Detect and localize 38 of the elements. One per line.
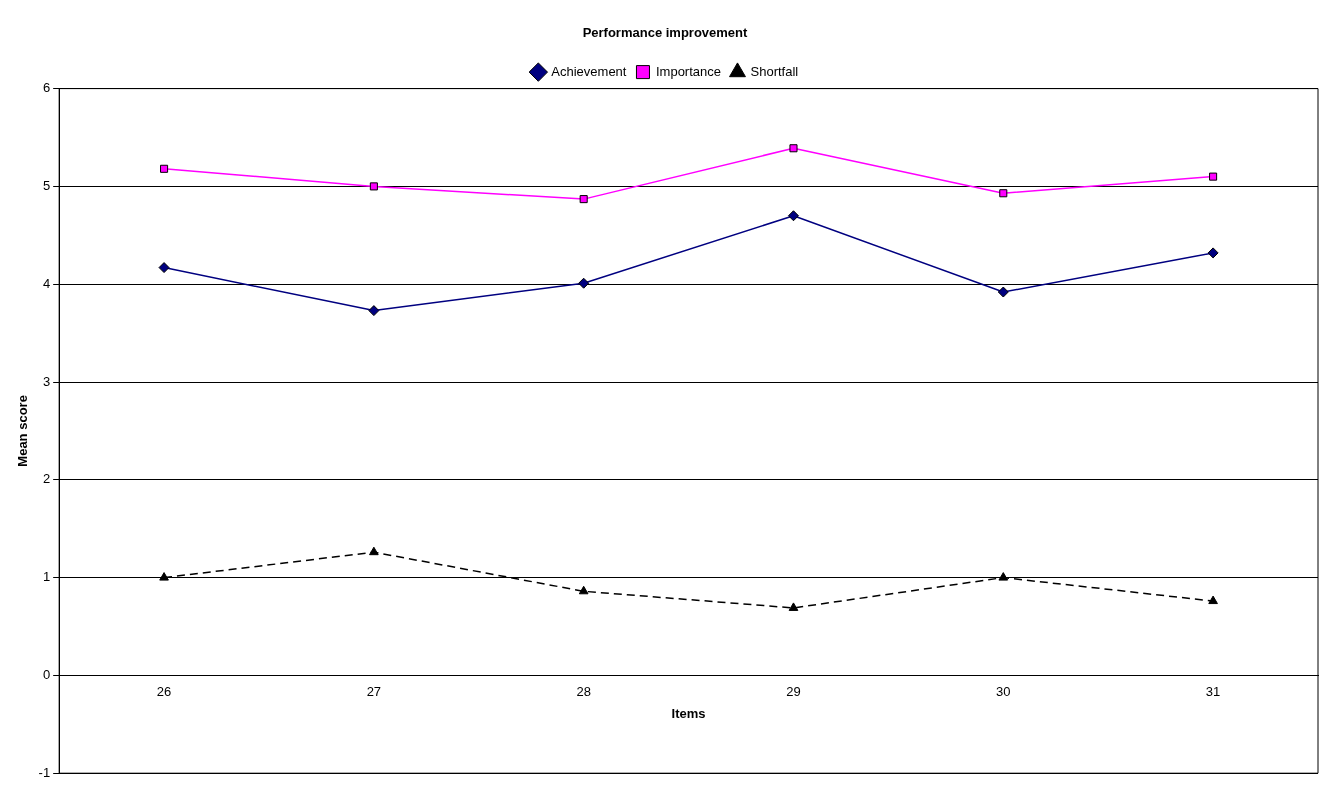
legend-label: Importance [655, 63, 722, 79]
point [998, 572, 1009, 581]
point [578, 585, 589, 595]
x-tick-label: 31 [1205, 683, 1221, 699]
point [999, 189, 1008, 198]
point [788, 602, 799, 611]
point [787, 210, 799, 222]
x-tick-label: 28 [576, 683, 591, 699]
point [789, 144, 798, 153]
y-tick-label: 2 [42, 471, 51, 487]
y-tick-label: 1 [42, 569, 51, 585]
legend-label: Shortfall [750, 63, 799, 79]
point [369, 546, 379, 556]
x-tick-label: 30 [996, 683, 1011, 699]
x-axis-title: Items [671, 706, 706, 722]
y-axis-title: Mean score [15, 395, 31, 467]
point [160, 164, 169, 173]
y-tick-label: 3 [42, 373, 51, 389]
y-tick-label: 4 [42, 275, 51, 291]
point [158, 262, 170, 274]
x-tick-label: 26 [156, 683, 172, 699]
point [369, 182, 378, 191]
point [997, 286, 1009, 298]
chart-title: Performance improvement [582, 25, 749, 41]
point [578, 277, 590, 289]
point [159, 572, 169, 581]
point [1209, 172, 1218, 181]
point [1208, 595, 1218, 605]
legend-label: Achievement [551, 63, 627, 79]
x-tick-label: 27 [366, 683, 382, 699]
point [579, 195, 588, 204]
y-tick-label: 5 [42, 177, 51, 193]
y-tick-label: 0 [42, 666, 51, 682]
point [368, 305, 380, 317]
x-tick-label: 29 [786, 683, 801, 699]
y-tick-label: -1 [38, 764, 51, 780]
point [1207, 247, 1219, 259]
y-tick-label: 6 [42, 80, 51, 96]
